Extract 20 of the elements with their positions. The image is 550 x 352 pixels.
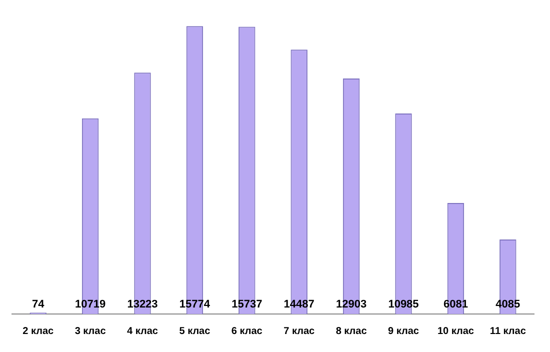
data-label: 12903 [336,298,367,311]
x-tick-label: 5 клас [179,326,211,337]
data-label: 15737 [232,298,262,311]
x-tick-label: 8 клас [336,326,368,337]
x-tick-label: 9 клас [388,326,420,337]
data-label: 14487 [284,298,314,311]
x-tick-label: 10 клас [437,326,474,337]
data-label: 10719 [75,298,106,311]
data-label: 10985 [388,298,419,311]
data-label: 13223 [127,298,158,311]
x-tick-label: 2 клас [22,326,54,337]
x-tick-label: 4 клас [127,326,158,337]
data-label: 74 [32,298,46,311]
data-label: 4085 [496,298,520,311]
x-tick-label: 11 клас [490,326,526,337]
data-label: 6081 [443,298,468,311]
x-tick-label: 6 клас [231,326,263,337]
x-tick-label: 7 клас [284,326,316,337]
data-label: 15774 [179,298,211,311]
x-tick-label: 3 клас [74,326,106,337]
